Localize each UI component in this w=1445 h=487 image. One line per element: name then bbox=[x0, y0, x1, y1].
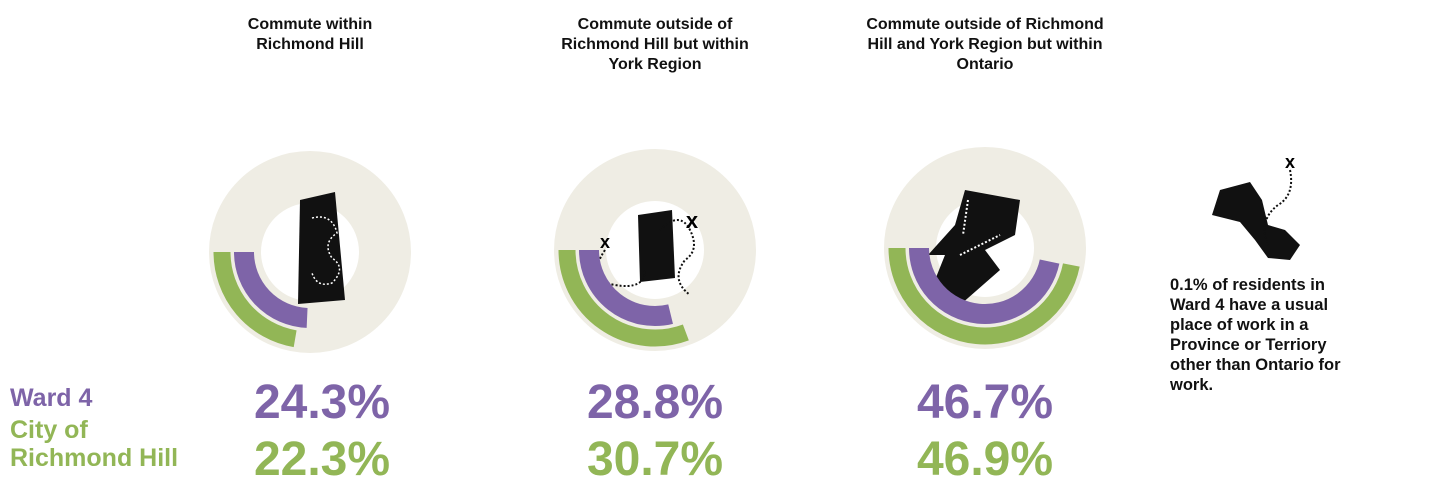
donut-title: Commute outside of Richmond Hill but wit… bbox=[561, 16, 749, 73]
value-label: 30.7% bbox=[586, 433, 724, 486]
donut-arc bbox=[213, 251, 297, 348]
value-label: 46.7% bbox=[916, 376, 1054, 429]
donut-arc bbox=[234, 251, 308, 328]
icon-ontario bbox=[928, 190, 1020, 305]
value-label: 28.8% bbox=[586, 376, 724, 429]
annotation: 0.1% of residents in Ward 4 have a usual… bbox=[1170, 276, 1341, 394]
icon-york-region: x x bbox=[596, 208, 699, 296]
icon-x: x bbox=[600, 232, 610, 252]
icon-canada: x bbox=[1212, 152, 1300, 260]
value-label: 24.3% bbox=[253, 376, 391, 429]
donut-arc bbox=[579, 249, 673, 326]
legend-ward: Ward 4 bbox=[10, 384, 93, 412]
value-label: 22.3% bbox=[253, 433, 391, 486]
legend-city: City of Richmond Hill bbox=[10, 416, 179, 472]
icon-x: x bbox=[1285, 152, 1295, 172]
icon-x: x bbox=[686, 208, 699, 233]
value-label: 46.9% bbox=[916, 433, 1054, 486]
donut-title: Commute outside of Richmond Hill and Yor… bbox=[866, 16, 1104, 73]
donut-arc bbox=[888, 247, 1080, 345]
donut-arc bbox=[558, 249, 689, 347]
donut-arc bbox=[909, 247, 1060, 324]
icon-richmond-hill bbox=[298, 192, 345, 304]
donut-title: Commute within Richmond Hill bbox=[247, 16, 373, 53]
